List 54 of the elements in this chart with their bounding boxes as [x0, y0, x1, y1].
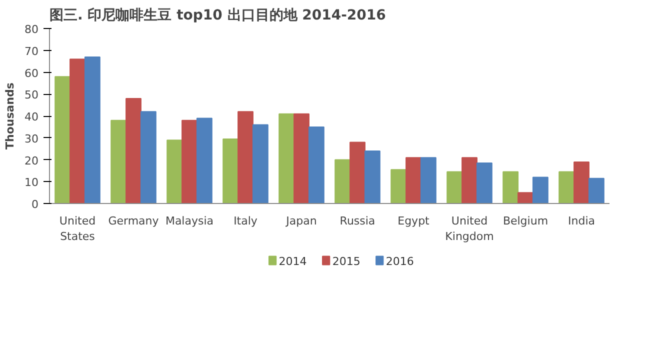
bar: [390, 169, 407, 204]
legend-label: 2015: [332, 255, 360, 268]
bar: [140, 111, 156, 204]
bar: [334, 159, 351, 204]
chart-title: 图三. 印尼咖啡生豆 top10 出口目的地 2014-2016: [50, 8, 386, 24]
bar: [420, 157, 436, 204]
bar: [462, 157, 478, 204]
y-tick-label: 50: [24, 88, 39, 102]
bar: [308, 126, 324, 204]
y-tick-label: 70: [24, 44, 39, 58]
bar: [350, 142, 366, 204]
bar: [182, 120, 198, 204]
bar: [406, 157, 422, 204]
bar: [588, 178, 604, 204]
bar: [278, 113, 295, 204]
x-tick-label: Egypt: [398, 214, 430, 228]
bar: [54, 76, 71, 204]
bar: [476, 162, 492, 204]
legend-label: 2016: [386, 255, 414, 268]
x-tick-label: Japan: [285, 214, 317, 228]
y-tick-label: 40: [24, 110, 39, 124]
x-tick-label: Germany: [108, 214, 160, 228]
x-tick-label: Belgium: [502, 214, 548, 228]
y-tick-label: 20: [24, 154, 39, 168]
bar: [222, 138, 239, 204]
x-tick-label: Italy: [234, 214, 258, 228]
y-tick-label: 80: [24, 23, 39, 36]
bar: [518, 192, 534, 204]
y-tick-label: 30: [24, 132, 39, 146]
bar: [574, 161, 590, 204]
bar: [110, 120, 127, 204]
bar: [446, 171, 463, 204]
y-tick-label: 60: [24, 66, 39, 80]
bar: [532, 176, 548, 204]
x-tick-label: India: [568, 214, 595, 228]
bar: [84, 56, 100, 204]
bar: [126, 98, 142, 204]
bar: [294, 113, 310, 204]
bar: [238, 111, 254, 204]
bar: [558, 171, 575, 204]
bar: [364, 150, 380, 204]
y-tick-label: 10: [24, 176, 39, 190]
bar: [166, 140, 183, 204]
y-axis-title: Thousands: [4, 82, 17, 150]
x-tick-label: United Kingdom: [445, 214, 494, 244]
bar: [252, 124, 268, 204]
x-tick-label: United States: [59, 214, 96, 244]
bar: [70, 58, 86, 204]
x-tick-label: Russia: [340, 214, 376, 228]
y-tick-label: 0: [32, 198, 38, 211]
bar: [502, 171, 519, 204]
x-tick-label: Malaysia: [165, 214, 214, 228]
bar: [196, 118, 212, 204]
legend-label: 2014: [278, 255, 307, 268]
